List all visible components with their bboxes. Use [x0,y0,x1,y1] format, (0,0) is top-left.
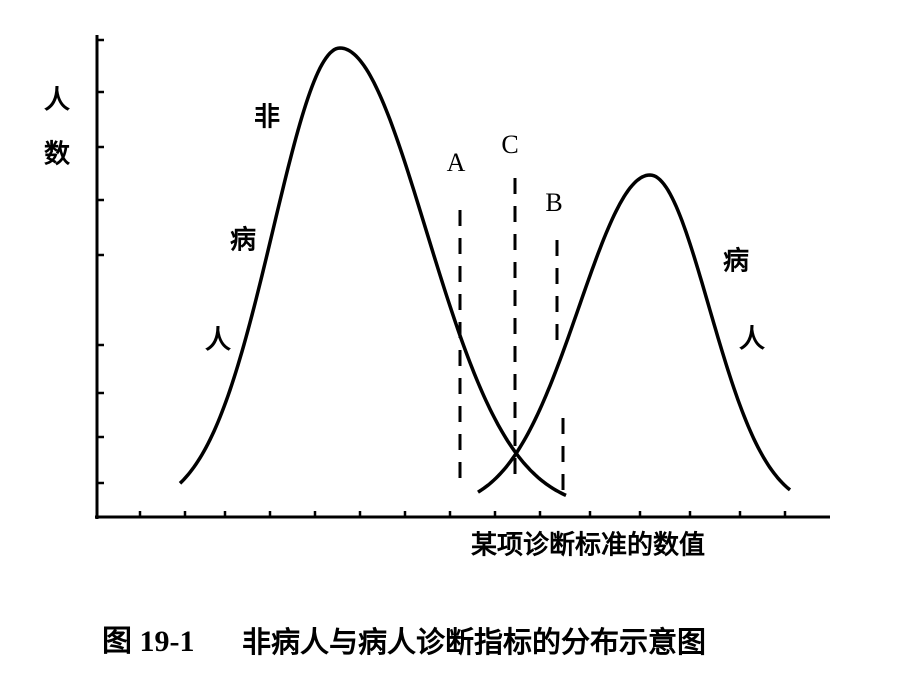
cutoff-label: C [501,130,518,159]
curve-label: 人 [205,326,231,356]
y-label: 数 [44,140,71,170]
cutoff-label: B [545,188,562,217]
y-label: 人 [44,86,70,116]
caption-text: 非病人与病人诊断指标的分布示意图 [242,625,706,659]
caption-figure: 图 19-1 [102,625,195,658]
ticks [97,38,787,517]
curve-label: 人 [739,325,765,355]
curve-label: 病 [230,226,256,256]
cutoff-label: A [447,148,466,177]
non-patient-curve [178,46,567,497]
patient-curve [477,173,792,494]
x-label: 某项诊断标准的数值 [471,530,705,561]
curve-label: 非 [254,103,280,133]
curve-label: 病 [723,247,749,277]
